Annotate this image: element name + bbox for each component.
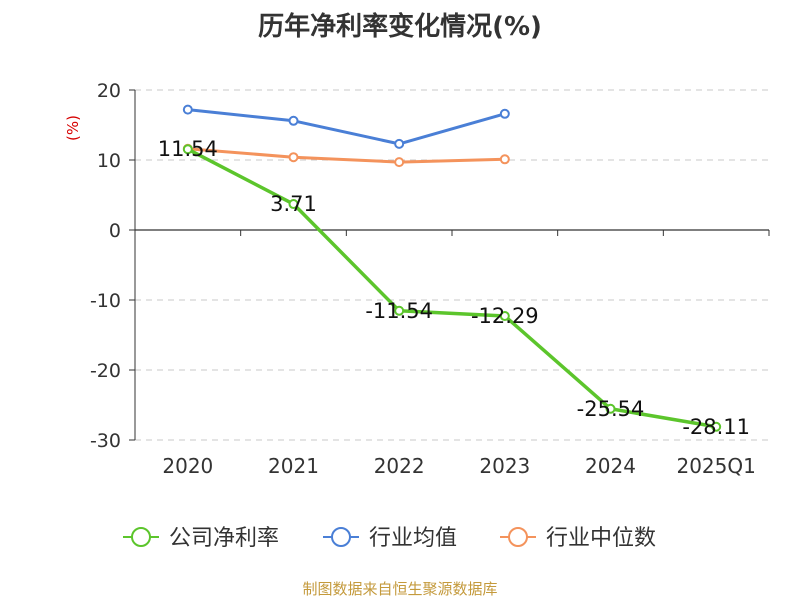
- data-point: [499, 311, 510, 322]
- x-tick-label: 2021: [268, 454, 319, 478]
- y-tick-label: -10: [90, 290, 121, 312]
- y-tick-label: 0: [109, 220, 121, 242]
- x-tick-label: 2020: [162, 454, 213, 478]
- legend-swatch-marker: [508, 527, 528, 547]
- legend-label: 公司净利率: [169, 526, 279, 551]
- data-point: [499, 154, 510, 165]
- series-lines: [182, 104, 722, 432]
- chart-title: 历年净利率变化情况(%): [258, 12, 542, 42]
- data-point: [711, 421, 722, 432]
- data-point: [288, 115, 299, 126]
- series-line: [187, 108, 506, 146]
- data-point: [288, 199, 299, 210]
- x-tick-label: 2023: [479, 454, 530, 478]
- legend: 公司净利率 行业均值 行业中位数: [123, 526, 656, 551]
- y-tick-label: -30: [90, 430, 121, 452]
- data-point: [394, 305, 405, 316]
- series-line: [187, 147, 505, 164]
- data-point: [499, 108, 510, 119]
- x-tick-label: 2022: [374, 454, 425, 478]
- data-label: -11.54: [365, 299, 433, 323]
- data-label: -25.54: [577, 397, 645, 421]
- series-line: [187, 147, 717, 429]
- data-point: [182, 144, 193, 155]
- y-tick-label: 20: [97, 80, 121, 102]
- x-tick-label: 2024: [585, 454, 636, 478]
- legend-label: 行业均值: [369, 526, 457, 551]
- source-note: 制图数据来自恒生聚源数据库: [302, 580, 498, 598]
- grid-lines: [135, 89, 769, 441]
- x-tick-label: 2025Q1: [676, 454, 755, 478]
- y-axis-label: (%): [64, 115, 82, 141]
- y-tick-label: 10: [97, 150, 121, 172]
- data-point: [182, 104, 193, 115]
- data-point: [394, 157, 405, 168]
- legend-swatch-marker: [131, 527, 151, 547]
- y-tick-label: -20: [90, 360, 121, 382]
- data-point: [605, 403, 616, 414]
- data-label: 11.54: [158, 137, 218, 161]
- data-point: [394, 138, 405, 149]
- legend-swatch-marker: [331, 527, 351, 547]
- data-label: -12.29: [471, 304, 539, 328]
- data-point: [288, 152, 299, 163]
- data-label: 3.71: [270, 192, 317, 216]
- data-labels: 11.54 3.71 -11.54 -12.29 -25.54 -28.11: [158, 137, 750, 439]
- data-label: -28.11: [682, 415, 750, 439]
- legend-label: 行业中位数: [546, 526, 656, 551]
